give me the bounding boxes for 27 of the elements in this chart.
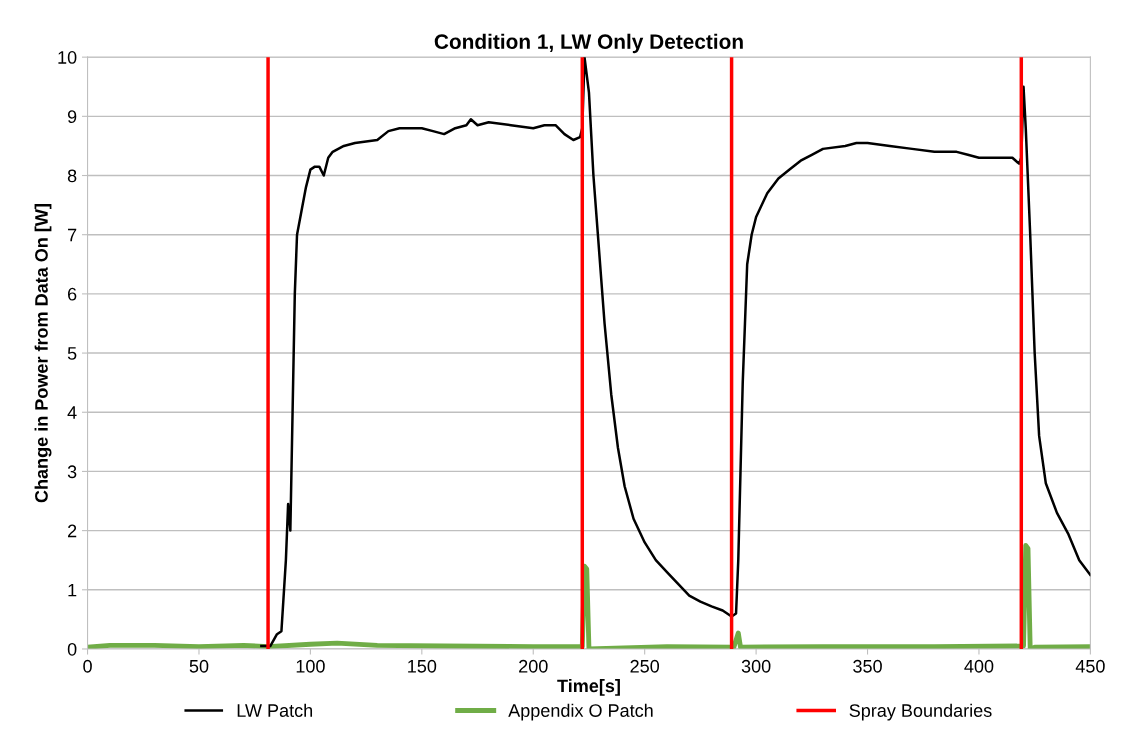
- legend-label: Appendix O Patch: [508, 703, 653, 721]
- x-axis-title: Time[s]: [557, 679, 620, 696]
- y-axis-title: Change in Power from Data On [W]: [34, 204, 52, 503]
- y-tick-label: 3: [67, 465, 77, 479]
- y-tick-label: 10: [58, 51, 77, 64]
- y-tick-label: 5: [67, 347, 77, 360]
- y-tick-label: 8: [67, 169, 77, 183]
- legend-label: Spray Boundaries: [849, 703, 992, 721]
- x-tick-label: 250: [630, 659, 660, 673]
- y-tick-label: 0: [67, 642, 77, 656]
- x-tick-label: 100: [296, 659, 325, 673]
- x-tick-label: 450: [1075, 659, 1105, 673]
- y-tick-label: 2: [68, 524, 77, 538]
- y-tick-label: 1: [68, 583, 77, 597]
- x-tick-label: 300: [741, 659, 771, 673]
- x-tick-label: 0: [83, 659, 92, 673]
- chart-title: Condition 1, LW Only Detection: [434, 33, 743, 54]
- y-tick-label: 7: [68, 228, 77, 242]
- x-tick-label: 150: [408, 659, 437, 673]
- y-tick-label: 4: [67, 406, 77, 419]
- x-tick-label: 350: [853, 659, 882, 673]
- y-tick-label: 9: [67, 110, 77, 124]
- x-tick-label: 200: [519, 659, 548, 673]
- legend-label: LW Patch: [237, 703, 313, 717]
- x-tick-label: 50: [189, 659, 209, 673]
- x-tick-label: 400: [964, 659, 994, 673]
- y-tick-label: 6: [68, 287, 77, 301]
